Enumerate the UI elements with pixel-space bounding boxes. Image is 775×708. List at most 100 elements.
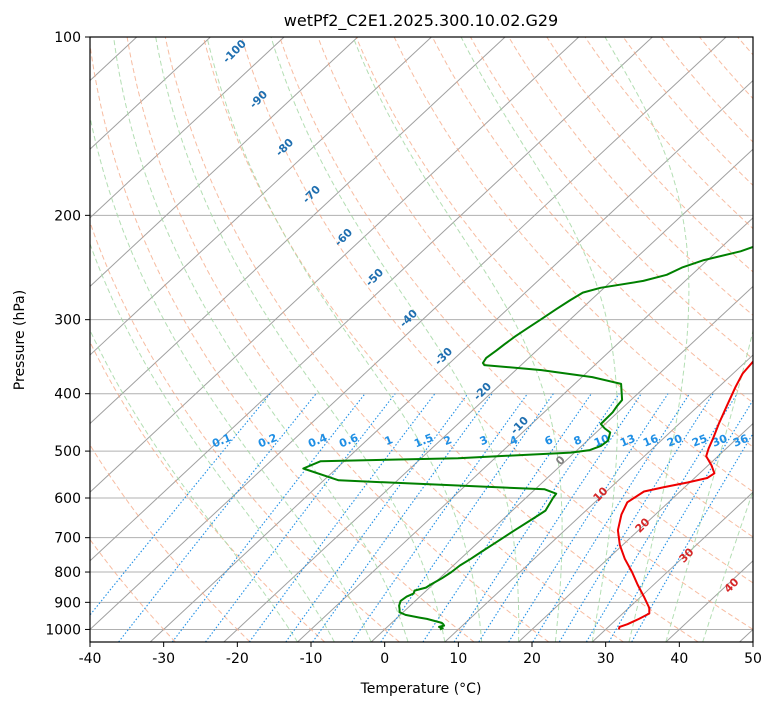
isotherm-line xyxy=(90,37,580,493)
isotherm-line xyxy=(90,37,359,288)
dry-adiabat-line xyxy=(508,37,753,316)
x-tick-label: -40 xyxy=(79,651,102,667)
mixing-ratio-line xyxy=(351,393,528,642)
dry-adiabat-line xyxy=(660,37,753,143)
y-tick-label: 400 xyxy=(54,387,81,403)
dry-adiabat-label: 30 xyxy=(677,545,697,565)
mixing-ratio-line xyxy=(585,393,738,642)
y-tick-label: 1000 xyxy=(45,622,81,638)
dewpoint-profile-line xyxy=(302,245,753,631)
dry-adiabat-line xyxy=(737,37,753,56)
x-tick-label: -10 xyxy=(300,651,323,667)
y-tick-label: 500 xyxy=(54,444,81,460)
dry-adiabat-line xyxy=(90,444,251,642)
isotherm-line xyxy=(90,37,285,219)
isotherm-line xyxy=(90,37,432,356)
y-tick-label: 200 xyxy=(54,208,81,224)
dry-adiabat-label: -30 xyxy=(432,345,455,368)
mixing-ratio-label: 0.1 xyxy=(210,431,233,450)
isotherm-line xyxy=(90,37,211,150)
dry-adiabat-line xyxy=(241,37,753,631)
x-tick-label: 0 xyxy=(380,651,389,667)
dry-adiabat-label: 40 xyxy=(722,575,742,595)
plot-frame xyxy=(89,36,754,643)
mixing-ratio-label: 3 xyxy=(478,433,490,448)
chart-title: wetPf2_C2E1.2025.300.10.02.G29 xyxy=(284,11,558,31)
mixing-ratio-label: 0.6 xyxy=(337,431,360,450)
dry-adiabat-line xyxy=(317,37,753,538)
mixing-ratio-label: 25 xyxy=(690,432,709,450)
mixing-ratio-line xyxy=(532,393,690,642)
y-axis-title: Pressure (hPa) xyxy=(12,290,28,390)
mixing-ratio-label: 1.5 xyxy=(412,431,435,450)
moist-adiabat-line xyxy=(665,328,753,642)
dry-adiabat-label: -50 xyxy=(363,266,386,289)
dry-adiabat-label: -20 xyxy=(471,380,494,403)
isotherm-line xyxy=(591,491,753,642)
mixing-ratio-label: 1 xyxy=(383,433,395,448)
dry-adiabat-line xyxy=(202,37,699,642)
dry-adiabat-label: -40 xyxy=(397,307,420,330)
mixing-ratio-line xyxy=(558,393,714,642)
dry-adiabat-label: -80 xyxy=(273,136,296,159)
moist-adiabat-line xyxy=(206,37,483,642)
dry-adiabat-label: -100 xyxy=(220,37,249,66)
moist-adiabat-line xyxy=(90,114,372,642)
dry-adiabat-label: -70 xyxy=(300,183,323,206)
dry-adiabat-line xyxy=(279,37,753,584)
mixing-ratio-label: 10 xyxy=(592,432,611,450)
mixing-ratio-line xyxy=(118,393,317,642)
dry-adiabat-label: 10 xyxy=(591,484,611,504)
x-tick-label: 40 xyxy=(670,651,688,667)
axes: -40 -30 -20 -10 0 10 20 30 40 5010020030040050060… xyxy=(45,30,762,667)
isotherm-line xyxy=(739,628,753,642)
x-tick-label: 50 xyxy=(744,651,762,667)
mixing-ratio-label: 20 xyxy=(665,432,684,450)
mixing-ratio-line xyxy=(90,393,271,616)
x-tick-label: 20 xyxy=(523,651,541,667)
dry-adiabat-line xyxy=(90,538,176,642)
mixing-ratio-label: 2 xyxy=(442,433,454,448)
moist-adiabat-line xyxy=(155,37,446,642)
mixing-ratio-line xyxy=(312,393,493,642)
moist-adiabat-line xyxy=(90,329,298,642)
x-tick-label: -20 xyxy=(226,651,249,667)
moist-adiabat-line xyxy=(702,489,753,642)
y-tick-label: 300 xyxy=(54,313,81,329)
mixing-ratio-line xyxy=(608,399,753,642)
dry-adiabat-label: -60 xyxy=(332,226,355,249)
dry-adiabat-line xyxy=(90,340,326,642)
moist-adiabat-line xyxy=(604,37,690,642)
mixing-ratio-line xyxy=(171,393,366,642)
mixing-ratio-line xyxy=(453,393,620,642)
x-tick-label: -30 xyxy=(152,651,175,667)
isotherm-line xyxy=(297,217,753,642)
mixing-ratio-label: 8 xyxy=(572,433,584,448)
mixing-ratio-label: 36 xyxy=(731,432,750,450)
dry-adiabat-line xyxy=(470,37,753,360)
moist-adiabat-line xyxy=(113,37,409,642)
mixing-ratio-label: 6 xyxy=(543,433,555,448)
y-tick-label: 800 xyxy=(54,565,81,581)
y-tick-label: 600 xyxy=(54,491,81,507)
dry-adiabat-line xyxy=(393,37,753,448)
dry-adiabat-line xyxy=(584,37,753,230)
moist-adiabat-line xyxy=(90,242,335,642)
mixing-ratio-label: 0.2 xyxy=(256,431,279,450)
dry-adiabat-line xyxy=(90,40,475,642)
isotherm-line xyxy=(370,285,753,642)
isotherm-line xyxy=(149,79,753,642)
mixing-ratio-line xyxy=(205,393,396,642)
dry-adiabat-line xyxy=(431,37,753,404)
isotherm-line xyxy=(90,37,727,631)
dry-adiabat-line xyxy=(622,37,753,187)
dry-adiabat-line xyxy=(164,37,624,642)
isotherm-line xyxy=(223,148,753,642)
dry-adiabat-line xyxy=(355,37,753,493)
x-tick-label: 10 xyxy=(449,651,467,667)
x-tick-label: 30 xyxy=(597,651,615,667)
mixing-ratio-label: 0.4 xyxy=(306,431,329,450)
plot-area: 0.1 0.2 0.4 0.6 1 1.5 2 3 4 6 8 10 13 16 20 25 30 36-100-… xyxy=(90,37,753,642)
mixing-ratio-line xyxy=(248,393,436,642)
